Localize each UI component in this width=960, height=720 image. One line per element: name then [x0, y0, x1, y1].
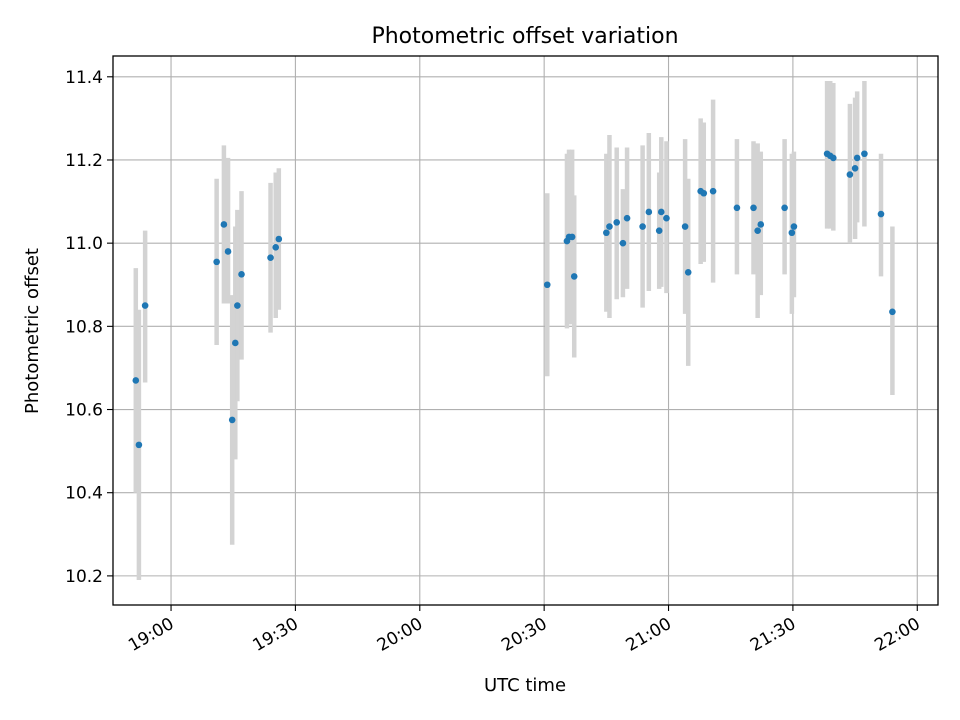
- y-axis-label: Photometric offset: [22, 248, 43, 414]
- data-point: [603, 229, 610, 237]
- data-point: [709, 187, 717, 195]
- data-point: [681, 223, 689, 230]
- y-tick-label: 11.4: [65, 68, 103, 88]
- data-point: [234, 302, 241, 309]
- data-point: [655, 227, 663, 234]
- data-point: [275, 235, 283, 243]
- data-point: [781, 204, 788, 212]
- data-point: [790, 223, 798, 230]
- y-tick-label: 10.8: [65, 317, 103, 337]
- x-axis-label: UTC time: [484, 675, 566, 696]
- y-axis-ticks: 10.2 10.4 10.6 10.8 11.0 11.2 11.4: [65, 68, 113, 587]
- data-point: [141, 302, 149, 309]
- data-point: [733, 204, 741, 212]
- data-point: [750, 204, 757, 212]
- data-point: [623, 214, 631, 222]
- y-tick-label: 11.0: [65, 234, 103, 254]
- data-point: [135, 441, 143, 449]
- chart-title: Photometric offset variation: [371, 24, 678, 49]
- y-tick-label: 10.2: [65, 567, 103, 587]
- data-point: [568, 233, 576, 241]
- data-point: [684, 268, 692, 276]
- data-point: [613, 219, 621, 226]
- data-point: [754, 227, 761, 234]
- y-tick-label: 11.2: [65, 151, 103, 171]
- data-point: [238, 271, 245, 278]
- plot-frame: [112, 55, 939, 606]
- data-point: [224, 248, 232, 255]
- data-point: [853, 154, 861, 162]
- data-point: [788, 229, 796, 237]
- data-point: [889, 308, 896, 316]
- data-point: [639, 223, 646, 230]
- data-point: [861, 150, 868, 158]
- data-point: [757, 221, 765, 228]
- data-point: [830, 154, 837, 162]
- data-point: [657, 208, 665, 216]
- data-points: [132, 150, 896, 449]
- data-point: [132, 377, 140, 384]
- data-point: [231, 339, 239, 347]
- data-point: [663, 214, 670, 222]
- data-point: [272, 244, 280, 251]
- data-point: [619, 239, 627, 247]
- grid: [113, 56, 938, 605]
- data-point: [645, 208, 653, 216]
- data-point: [877, 210, 885, 218]
- data-point: [267, 254, 274, 262]
- data-point: [228, 416, 236, 424]
- data-point: [846, 171, 854, 178]
- data-point: [213, 258, 220, 266]
- data-point: [606, 223, 613, 230]
- data-point: [570, 273, 578, 280]
- data-point: [220, 221, 228, 228]
- y-tick-label: 10.6: [65, 401, 103, 421]
- data-point: [700, 189, 708, 197]
- data-point: [543, 281, 551, 289]
- data-point: [851, 164, 859, 172]
- y-tick-label: 10.4: [65, 484, 103, 504]
